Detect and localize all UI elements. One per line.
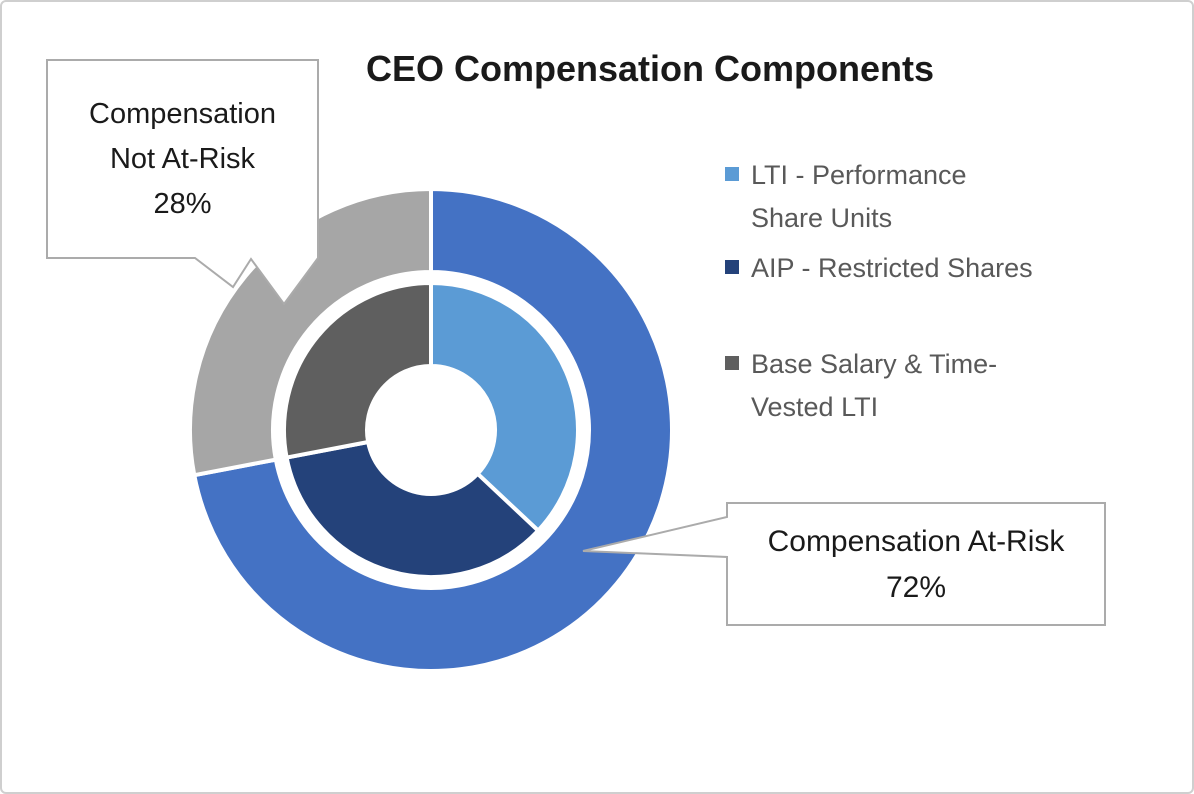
legend-label-aip: AIP - Restricted Shares [751,247,1033,290]
legend-aip-line1: AIP - Restricted Shares [751,253,1033,283]
legend-label-lti-psu: LTI - Performance Share Units [751,154,967,240]
callout-at-risk-value: 72% [885,571,947,604]
callout-label-not-at-risk: Compensation Not At-Risk 28% [47,92,318,227]
legend-lti-psu-line1: LTI - Performance [751,160,967,190]
callout-label-at-risk: Compensation At-Risk 72% [727,519,1105,611]
legend-marker-base-salary-icon [725,356,739,370]
legend-lti-psu-line2: Share Units [751,203,893,233]
legend-item-aip: AIP - Restricted Shares [725,247,1033,290]
legend-item-base-salary: Base Salary & Time- Vested LTI [725,343,997,429]
legend-base-salary-line1: Base Salary & Time- [751,349,998,379]
legend-marker-lti-psu-icon [725,167,739,181]
doughnut-rings [188,187,674,673]
callout-not-at-risk-line1: Compensation [89,98,276,130]
outer-segment-compensation-not-at-risk [188,187,433,478]
callout-bubble-at-risk [582,502,1106,626]
legend-marker-aip-icon [725,260,739,274]
legend-base-salary-line2: Vested LTI [751,392,879,422]
inner-segment-base-salary-time-vested-lti [282,281,433,460]
inner-segment-lti-performance-share-units [429,281,581,533]
legend-label-base-salary: Base Salary & Time- Vested LTI [751,343,997,429]
chart-title: CEO Compensation Components [365,48,935,89]
outer-segment-compensation-at-risk [192,187,674,673]
inner-segment-aip-restricted-shares [284,439,541,580]
callout-at-risk-line1: Compensation At-Risk [767,525,1065,558]
callout-not-at-risk-line2: Not At-Risk [109,143,256,175]
callout-bubble-not-at-risk [46,59,319,306]
callout-not-at-risk-value: 28% [153,188,212,220]
legend-item-lti-psu: LTI - Performance Share Units [725,154,967,240]
